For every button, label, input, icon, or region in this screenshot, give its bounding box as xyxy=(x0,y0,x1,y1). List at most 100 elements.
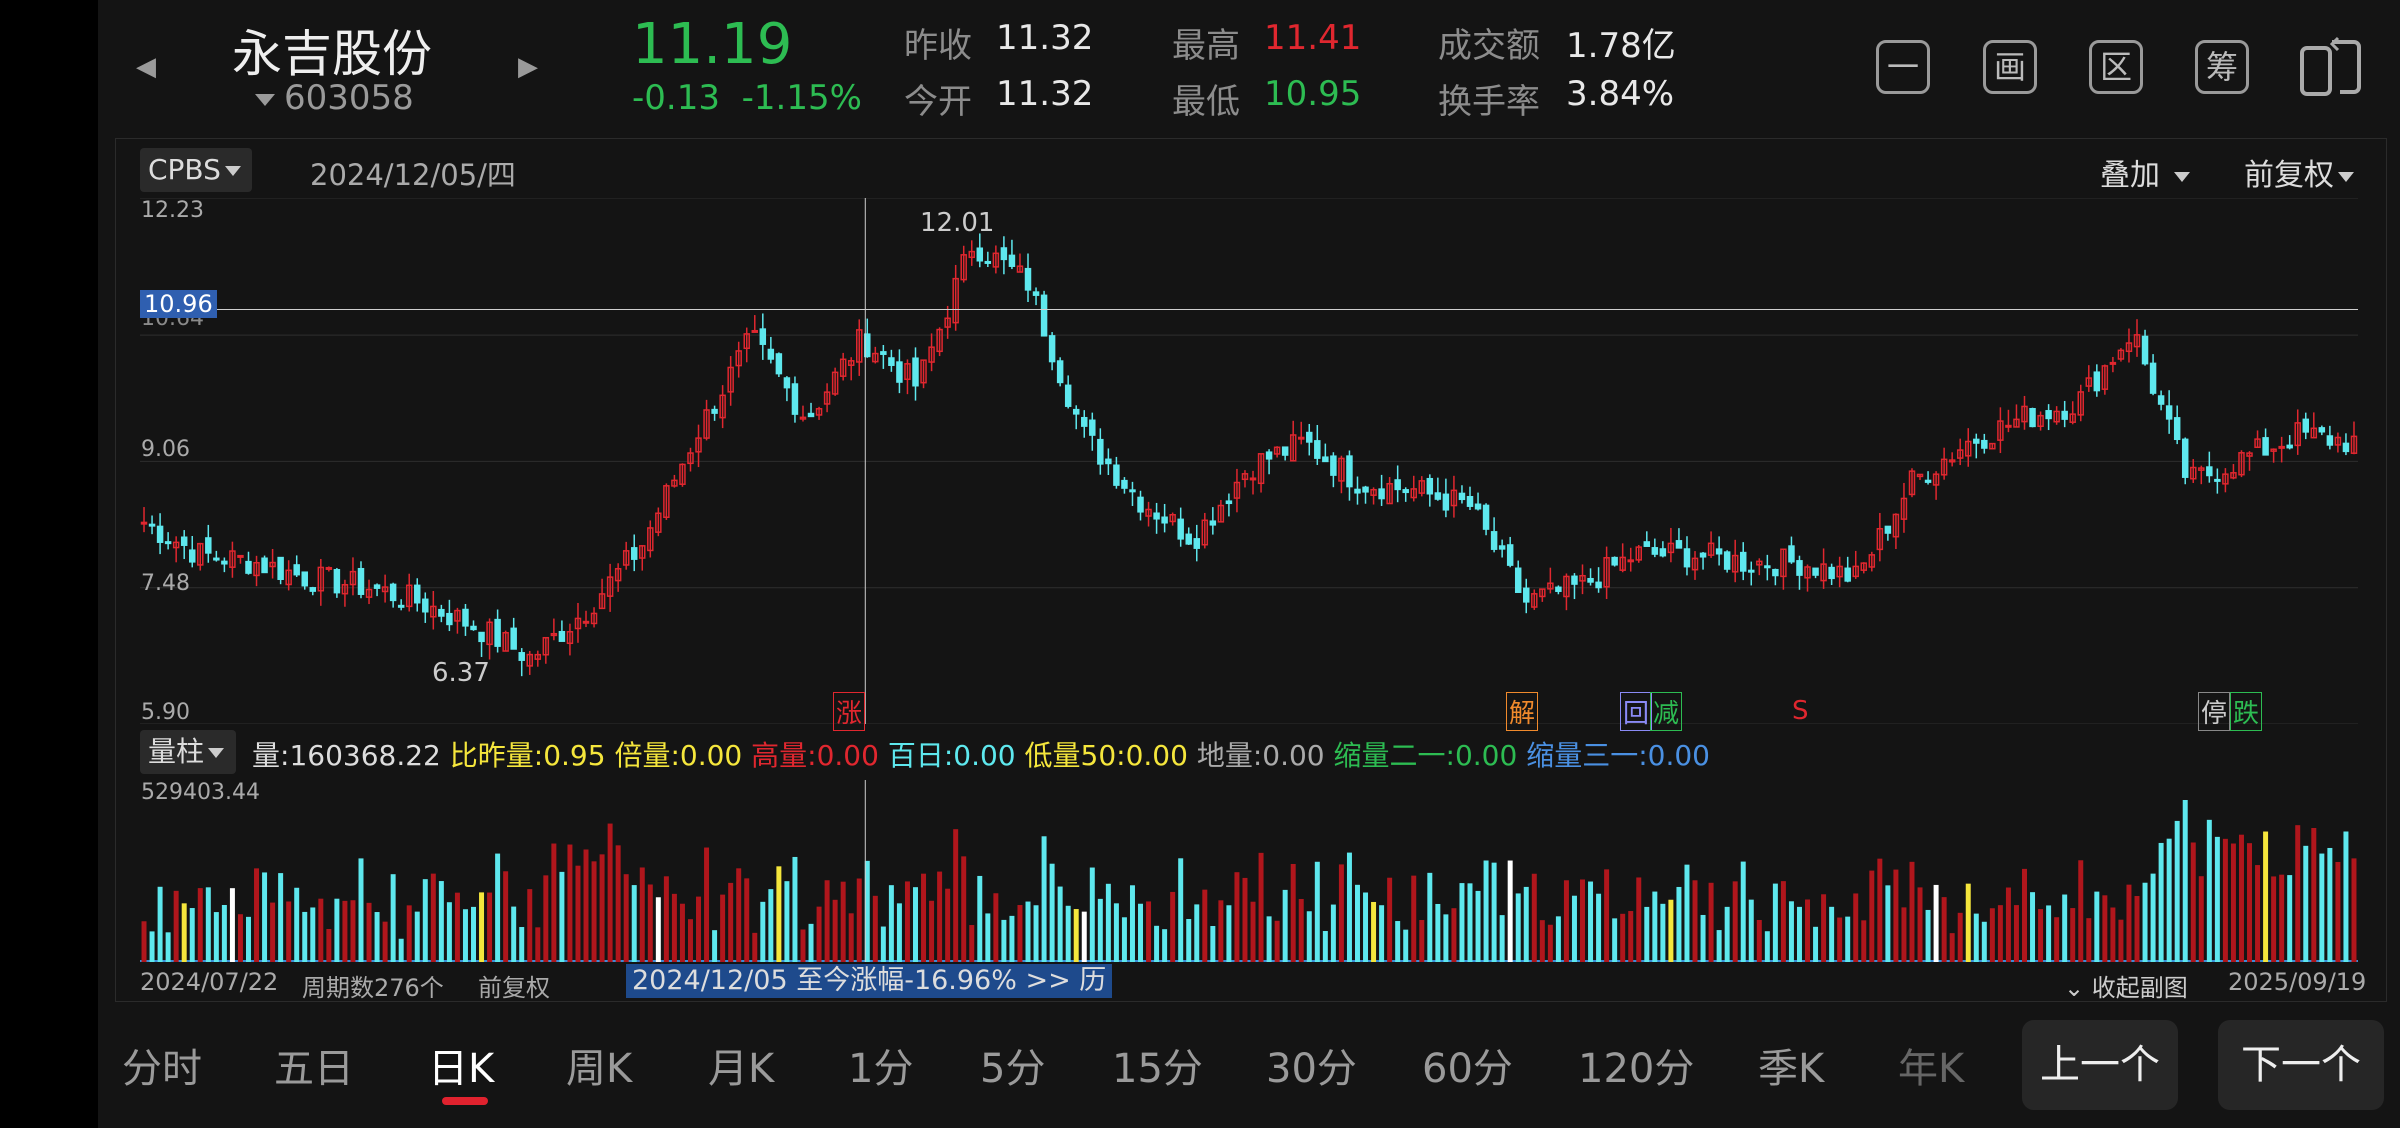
candle xyxy=(2085,377,2093,387)
change-value: -0.13 xyxy=(632,78,720,118)
draw-tool-button[interactable]: 画 xyxy=(1983,40,2037,94)
overlay-select[interactable]: 叠加 xyxy=(2100,150,2190,194)
candle xyxy=(486,621,493,646)
double-value: 0.00 xyxy=(679,739,743,772)
volume-bar xyxy=(977,875,983,962)
indicator-select[interactable]: CPBS xyxy=(140,148,252,192)
volume-bar xyxy=(1306,911,1312,962)
volume-bar xyxy=(1282,889,1288,962)
volume-bar xyxy=(808,923,814,962)
collapse-subchart-button[interactable]: ⌄ 收起副图 xyxy=(2064,968,2188,1003)
candle xyxy=(2334,436,2342,446)
candle xyxy=(1796,560,1803,576)
reduce-tag[interactable]: 减 xyxy=(1650,692,1683,731)
range-tool-button[interactable]: 区 xyxy=(2089,40,2143,94)
volume-bar xyxy=(1531,873,1537,962)
volume-bar xyxy=(1941,897,1947,962)
prev-close-value: 11.32 xyxy=(996,18,1094,58)
tab-1min[interactable]: 1分 xyxy=(848,1046,914,1092)
volume-type-select[interactable]: 量柱 xyxy=(140,730,236,774)
volume-bar xyxy=(374,912,380,962)
buyback-tag[interactable]: 回 xyxy=(1620,692,1653,731)
volume-bar xyxy=(2078,860,2084,962)
limit-down-tag[interactable]: 跌 xyxy=(2230,692,2263,731)
tab-monthly-k[interactable]: 月K xyxy=(708,1046,775,1092)
volume-bar xyxy=(1523,886,1529,962)
device-switch-icon[interactable] xyxy=(2298,36,2364,98)
volume-bar xyxy=(2279,874,2285,962)
tab-five-day[interactable]: 五日 xyxy=(274,1046,354,1092)
suspend-tag[interactable]: 停 xyxy=(2198,692,2231,731)
candle xyxy=(1490,531,1498,550)
next-stock-arrow-icon[interactable]: ▶ xyxy=(518,52,538,82)
tab-15min[interactable]: 15分 xyxy=(1112,1046,1203,1092)
volume-bar xyxy=(993,893,999,962)
prev-stock-button[interactable]: 上一个 xyxy=(2022,1020,2178,1110)
volume-bar xyxy=(1901,907,1907,962)
volume-bar xyxy=(1772,883,1778,962)
sell-signal-tag[interactable]: S xyxy=(1792,696,1809,726)
candle xyxy=(839,358,847,377)
candle xyxy=(1908,470,1916,496)
next-stock-button[interactable]: 下一个 xyxy=(2218,1020,2384,1110)
candle xyxy=(639,545,646,559)
volume-bar xyxy=(1837,917,1843,962)
volume-bar xyxy=(1427,872,1433,962)
candle xyxy=(2254,438,2261,449)
candle xyxy=(1048,335,1056,363)
volume-bar xyxy=(157,886,163,962)
tab-5min[interactable]: 5分 xyxy=(980,1046,1046,1092)
candle xyxy=(1756,560,1763,566)
candle xyxy=(1876,528,1884,551)
candle xyxy=(2278,445,2285,449)
stock-code[interactable]: 603058 xyxy=(284,78,414,118)
chevron-down-icon[interactable] xyxy=(255,94,275,106)
volume-bar xyxy=(961,856,967,962)
tab-60min[interactable]: 60分 xyxy=(1422,1046,1513,1092)
candle xyxy=(807,412,815,418)
limit-up-tag[interactable]: 涨 xyxy=(833,692,866,731)
crosshair-date: 2024/12/05/四 xyxy=(310,158,516,192)
volume-chart[interactable] xyxy=(140,780,2358,962)
volume-bar xyxy=(1877,858,1883,962)
tab-daily-k[interactable]: 日K xyxy=(428,1046,495,1092)
unlock-tag[interactable]: 解 xyxy=(1506,692,1539,731)
candle xyxy=(534,653,542,660)
tab-yearly-k[interactable]: 年K xyxy=(1898,1046,1965,1092)
candle xyxy=(1233,481,1241,499)
adjust-select[interactable]: 前复权 xyxy=(2244,150,2354,194)
candle xyxy=(2109,361,2117,365)
volume-bar xyxy=(1805,899,1811,962)
candlestick-chart[interactable] xyxy=(140,198,2358,724)
volume-bar xyxy=(872,895,878,962)
chips-tool-button[interactable]: 筹 xyxy=(2195,40,2249,94)
price-axis-l3: 7.48 xyxy=(141,571,190,596)
candle xyxy=(1956,449,1964,459)
tab-30min[interactable]: 30分 xyxy=(1266,1046,1357,1092)
volume-bar xyxy=(615,845,621,962)
candle xyxy=(992,252,1000,268)
candle xyxy=(711,408,718,414)
stock-name[interactable]: 永吉股份 xyxy=(232,25,432,83)
candle xyxy=(229,550,236,568)
volume-bar xyxy=(511,906,517,962)
tab-weekly-k[interactable]: 周K xyxy=(566,1046,633,1092)
candle xyxy=(1209,520,1217,526)
tab-120min[interactable]: 120分 xyxy=(1578,1046,1695,1092)
volume-bar xyxy=(543,875,549,962)
tab-intraday[interactable]: 分时 xyxy=(122,1046,202,1092)
minimize-tool-button[interactable]: 一 xyxy=(1876,40,1930,94)
volume-bar xyxy=(655,897,661,962)
volume-bar xyxy=(832,899,838,962)
volume-bar xyxy=(1146,901,1152,962)
prev-stock-arrow-icon[interactable]: ◀ xyxy=(136,52,156,82)
volume-bar xyxy=(1435,903,1441,962)
history-banner[interactable]: 2024/12/05 至今涨幅-16.96% >> 历 xyxy=(626,964,1113,998)
candle xyxy=(1249,477,1257,481)
candle xyxy=(1354,488,1361,494)
candle xyxy=(1137,496,1144,513)
candle xyxy=(1281,446,1289,456)
tab-quarterly-k[interactable]: 季K xyxy=(1758,1046,1825,1092)
volume-bar xyxy=(1113,903,1119,962)
double-label: 倍量: xyxy=(614,739,680,772)
